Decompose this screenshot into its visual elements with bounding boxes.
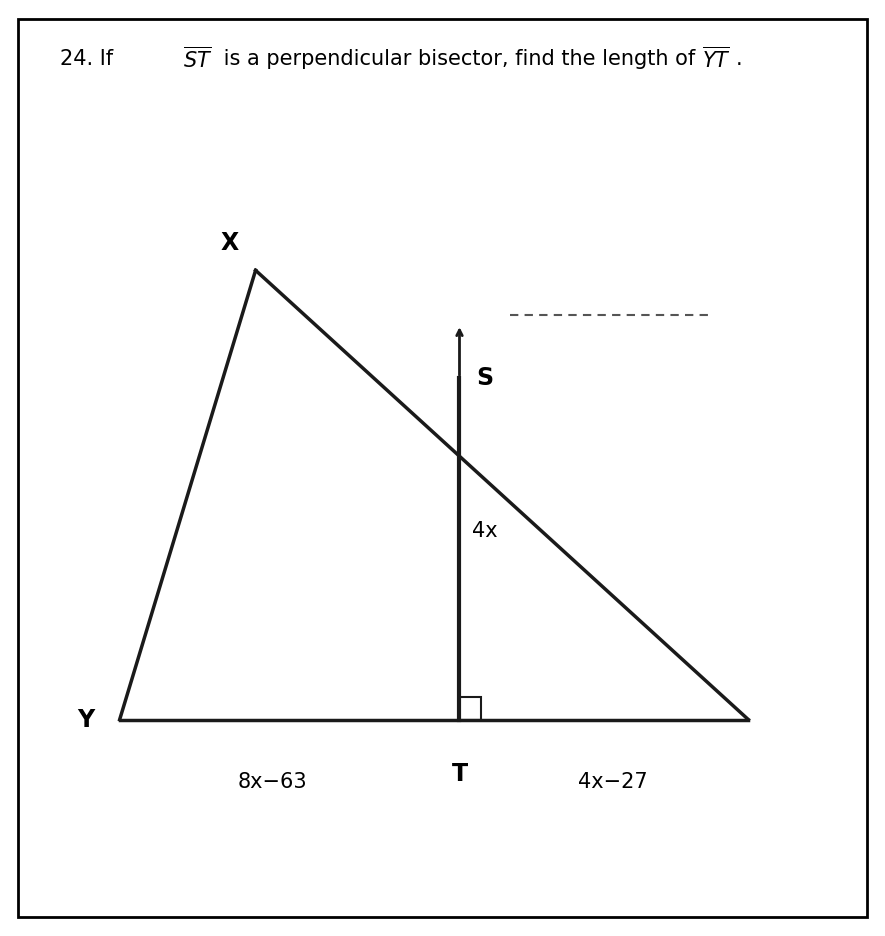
Text: .: . bbox=[735, 50, 743, 69]
Text: $\overline{YT}$: $\overline{YT}$ bbox=[702, 47, 730, 72]
Text: S: S bbox=[476, 366, 494, 390]
Text: 8x−63: 8x−63 bbox=[238, 772, 307, 793]
Text: X: X bbox=[221, 231, 239, 256]
Text: is a perpendicular bisector, find the length of: is a perpendicular bisector, find the le… bbox=[218, 50, 702, 69]
Bar bbox=[459, 697, 481, 720]
Text: $\overline{ST}$: $\overline{ST}$ bbox=[183, 47, 212, 72]
Text: 24. If: 24. If bbox=[60, 50, 120, 69]
Text: T: T bbox=[451, 762, 467, 785]
Text: 4x: 4x bbox=[473, 521, 497, 541]
Text: Y: Y bbox=[77, 708, 95, 732]
Text: 4x−27: 4x−27 bbox=[578, 772, 647, 793]
